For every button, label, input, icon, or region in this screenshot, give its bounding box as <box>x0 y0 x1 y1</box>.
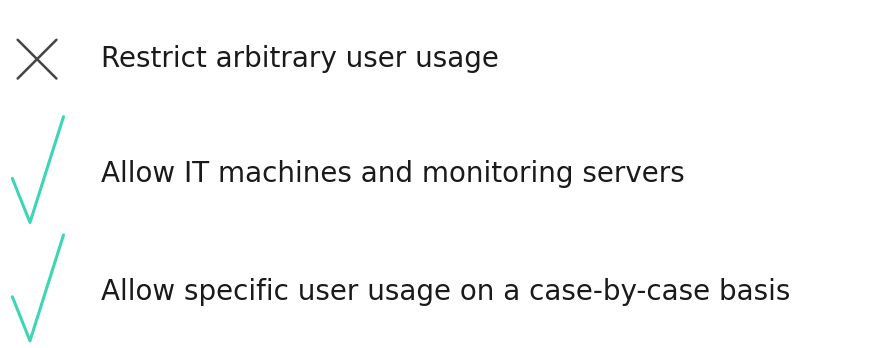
Text: Allow specific user usage on a case-by-case basis: Allow specific user usage on a case-by-c… <box>101 278 791 306</box>
Text: Allow IT machines and monitoring servers: Allow IT machines and monitoring servers <box>101 160 685 188</box>
Text: Restrict arbitrary user usage: Restrict arbitrary user usage <box>101 45 499 73</box>
